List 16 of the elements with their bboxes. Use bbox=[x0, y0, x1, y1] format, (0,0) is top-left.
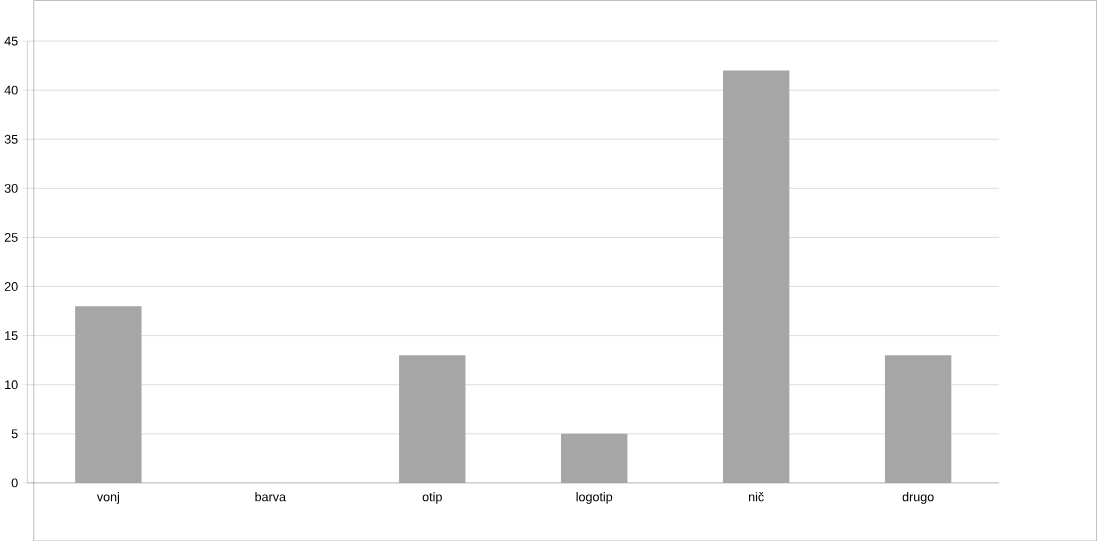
y-tick-label: 10 bbox=[5, 380, 18, 389]
y-tick-label: 0 bbox=[11, 478, 18, 488]
y-tick-label: 15 bbox=[5, 331, 18, 340]
y-tick-label: 35 bbox=[4, 134, 18, 144]
y-tick-label: 40 bbox=[4, 85, 18, 95]
x-tick-label: nič bbox=[748, 491, 764, 502]
x-tick-label: barva bbox=[255, 491, 286, 502]
y-tick-label: 20 bbox=[4, 281, 18, 291]
x-tick-label: otip bbox=[422, 491, 442, 504]
y-tick-label: 25 bbox=[4, 232, 18, 242]
y-tick-label: 5 bbox=[11, 429, 18, 438]
x-tick-label: vonj bbox=[96, 491, 120, 504]
x-tick-label: logotip bbox=[576, 491, 613, 504]
y-tick-label: 45 bbox=[4, 36, 18, 46]
y-tick-label: 30 bbox=[4, 183, 18, 193]
x-tick-label: drugo bbox=[902, 491, 934, 504]
